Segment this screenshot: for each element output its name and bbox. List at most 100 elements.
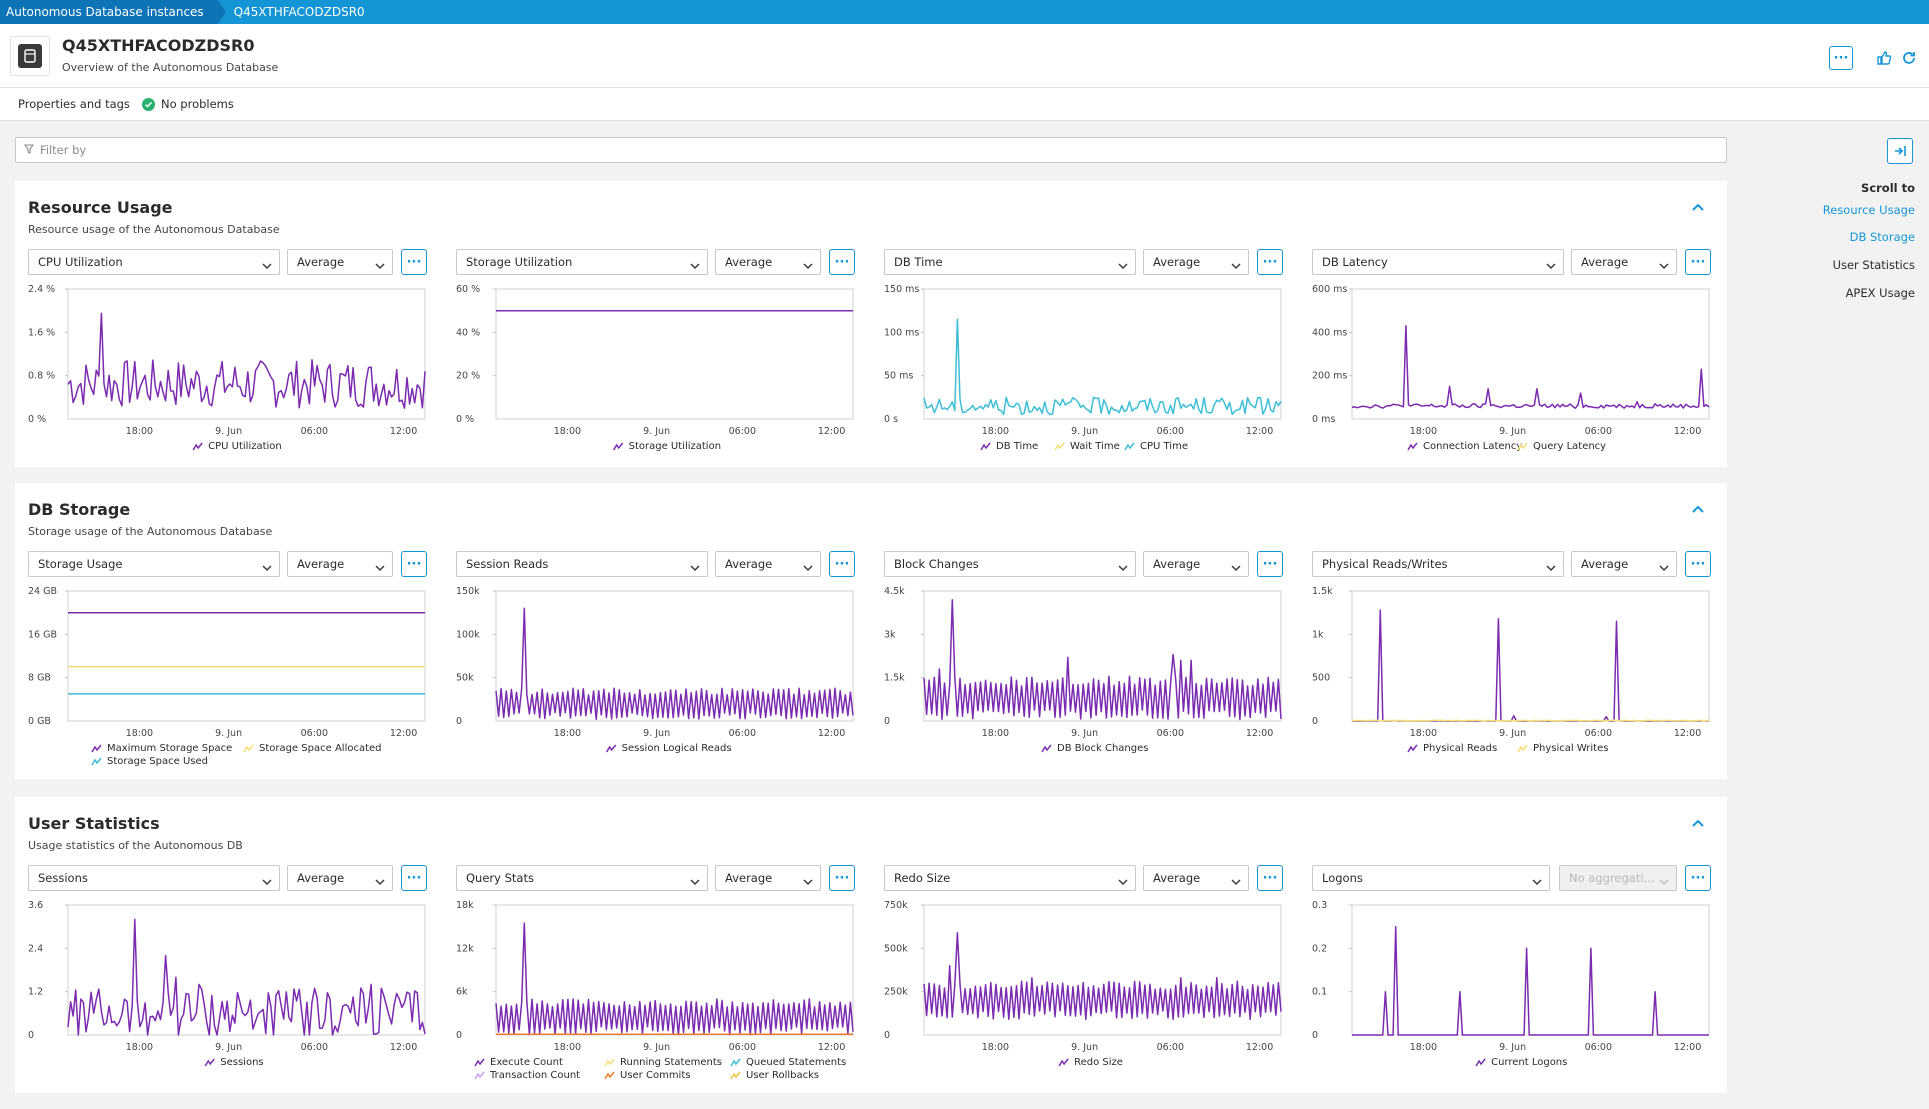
metric-select-value: Redo Size (894, 871, 951, 885)
metric-select[interactable]: Redo Size (884, 865, 1136, 891)
legend-item[interactable]: User Rollbacks (730, 1070, 819, 1081)
aggregation-select[interactable]: Average (287, 551, 393, 577)
metric-select[interactable]: Query Stats (456, 865, 708, 891)
legend-item[interactable]: Execute Count (474, 1057, 563, 1068)
breadcrumb-item-instances[interactable]: Autonomous Database instances (0, 0, 226, 24)
scroll-to-link-apex-usage[interactable]: APEX Usage (1845, 286, 1915, 300)
legend-item[interactable]: Query Latency (1517, 441, 1606, 452)
breadcrumb-item-current[interactable]: Q45XTHFACODZDSR0 (233, 5, 365, 19)
legend-item[interactable]: User Commits (604, 1070, 690, 1081)
scroll-to-link-resource-usage[interactable]: Resource Usage (1822, 203, 1915, 217)
refresh-icon[interactable] (1899, 48, 1919, 68)
x-tick-label: 12:00 (818, 426, 845, 437)
metric-select[interactable]: Block Changes (884, 551, 1136, 577)
tile-more-button[interactable]: ··· (1257, 249, 1283, 275)
y-tick-label: 0 (456, 716, 462, 727)
metric-select[interactable]: Logons (1312, 865, 1550, 891)
tile-more-button[interactable]: ··· (1685, 249, 1711, 275)
aggregation-select[interactable]: Average (287, 249, 393, 275)
aggregation-select[interactable]: Average (715, 249, 821, 275)
tile-more-button[interactable]: ··· (829, 249, 855, 275)
legend-item[interactable]: Storage Space Used (91, 756, 208, 767)
x-tick-label: 9. Jun (215, 728, 242, 739)
legend-item[interactable]: Session Logical Reads (605, 743, 732, 754)
chart-physical-reads-writes[interactable]: 1.5k 1k 500 0 18:00 9. Jun 06:00 12:00 (1312, 585, 1712, 741)
collapse-chevron-icon[interactable] (1691, 815, 1705, 829)
plot-frame (1351, 288, 1710, 420)
chart-db-time[interactable]: 150 ms 100 ms 50 ms 0 s 18:00 9. Jun 06:00 12:0… (884, 283, 1284, 439)
legend-item[interactable]: Storage Utilization (612, 441, 721, 452)
more-options-button[interactable]: ··· (1829, 46, 1853, 70)
scroll-to-link-user-statistics[interactable]: User Statistics (1832, 258, 1915, 272)
legend-item[interactable]: CPU Utilization (192, 441, 282, 452)
tile-more-button[interactable]: ··· (401, 249, 427, 275)
collapse-panel-button[interactable] (1887, 138, 1913, 164)
legend-item[interactable]: Redo Size (1058, 1057, 1123, 1068)
chart-block-changes[interactable]: 4.5k 3k 1.5k 0 18:00 9. Jun 06:00 12:00 (884, 585, 1284, 741)
legend-item[interactable]: Storage Space Allocated (243, 743, 382, 754)
aggregation-select[interactable]: Average (287, 865, 393, 891)
aggregation-select[interactable]: Average (715, 865, 821, 891)
aggregation-select[interactable]: Average (1571, 551, 1677, 577)
thumbs-up-icon[interactable] (1874, 48, 1894, 68)
problems-status[interactable]: No problems (142, 97, 234, 111)
tile-more-button[interactable]: ··· (829, 551, 855, 577)
chart-storage-usage[interactable]: 24 GB 16 GB 8 GB 0 GB 18:00 9. Jun 06:00 12:00 (28, 585, 428, 741)
metric-select[interactable]: Storage Utilization (456, 249, 708, 275)
legend-item[interactable]: CPU Time (1124, 441, 1188, 452)
aggregation-select[interactable]: Average (1143, 865, 1249, 891)
chart-tile: Block Changes Average ··· 4.5k 3k 1.5k 0 18:00 9… (884, 551, 1284, 754)
metric-select[interactable]: Sessions (28, 865, 280, 891)
x-tick-label: 18:00 (1410, 426, 1437, 437)
chart-redo-size[interactable]: 750k 500k 250k 0 18:00 9. Jun 06:00 12:00 (884, 899, 1284, 1055)
scroll-to-link-db-storage[interactable]: DB Storage (1849, 230, 1915, 244)
legend-item[interactable]: Transaction Count (474, 1070, 580, 1081)
x-tick-label: 9. Jun (215, 1042, 242, 1053)
tile-more-button[interactable]: ··· (1685, 551, 1711, 577)
metric-select[interactable]: Storage Usage (28, 551, 280, 577)
aggregation-select[interactable]: Average (1143, 249, 1249, 275)
tile-more-button[interactable]: ··· (1685, 865, 1711, 891)
chart-query-stats[interactable]: 18k 12k 6k 0 18:00 9. Jun 06:00 12:00 (456, 899, 856, 1055)
chart-cpu-utilization[interactable]: 2.4 % 1.6 % 0.8 % 0 % 18:00 9. Jun 06:00 12:00 (28, 283, 428, 439)
aggregation-select-value: Average (1153, 255, 1201, 269)
tile-more-button[interactable]: ··· (1257, 865, 1283, 891)
chevron-down-icon (1118, 259, 1128, 270)
legend-item[interactable]: Physical Reads (1407, 743, 1497, 754)
chart-sessions[interactable]: 3.6 2.4 1.2 0 18:00 9. Jun 06:00 12:00 (28, 899, 428, 1055)
aggregation-select[interactable]: Average (1571, 249, 1677, 275)
tile-more-button[interactable]: ··· (401, 865, 427, 891)
metric-select[interactable]: CPU Utilization (28, 249, 280, 275)
tile-more-button[interactable]: ··· (829, 865, 855, 891)
chart-db-latency[interactable]: 600 ms 400 ms 200 ms 0 ms 18:00 9. Jun 06:00 12… (1312, 283, 1712, 439)
collapse-chevron-icon[interactable] (1691, 501, 1705, 515)
legend-item[interactable]: Physical Writes (1517, 743, 1608, 754)
filter-input[interactable]: Filter by (15, 137, 1727, 163)
chevron-down-icon (1231, 561, 1241, 572)
legend-item[interactable]: Current Logons (1475, 1057, 1567, 1068)
aggregation-select-value: Average (297, 871, 345, 885)
aggregation-select[interactable]: Average (715, 551, 821, 577)
legend-item[interactable]: Queued Statements (730, 1057, 846, 1068)
collapse-chevron-icon[interactable] (1691, 199, 1705, 213)
legend-label: Current Logons (1491, 1057, 1568, 1068)
metric-select[interactable]: DB Time (884, 249, 1136, 275)
properties-and-tags-link[interactable]: Properties and tags (18, 97, 130, 111)
legend-item[interactable]: Sessions (204, 1057, 264, 1068)
legend-item[interactable]: Maximum Storage Space (91, 743, 232, 754)
chart-session-reads[interactable]: 150k 100k 50k 0 18:00 9. Jun 06:00 12:00 (456, 585, 856, 741)
legend-item[interactable]: Running Statements (604, 1057, 722, 1068)
legend-item[interactable]: DB Block Changes (1041, 743, 1148, 754)
legend-item[interactable]: Wait Time (1054, 441, 1120, 452)
chart-storage-utilization[interactable]: 60 % 40 % 20 % 0 % 18:00 9. Jun 06:00 12:00 (456, 283, 856, 439)
x-tick-label: 12:00 (1674, 728, 1701, 739)
tile-more-button[interactable]: ··· (401, 551, 427, 577)
metric-select[interactable]: DB Latency (1312, 249, 1564, 275)
metric-select[interactable]: Session Reads (456, 551, 708, 577)
aggregation-select[interactable]: Average (1143, 551, 1249, 577)
legend-item[interactable]: Connection Latency (1407, 441, 1522, 452)
chart-logons[interactable]: 0.3 0.2 0.1 0 18:00 9. Jun 06:00 12:00 (1312, 899, 1712, 1055)
tile-more-button[interactable]: ··· (1257, 551, 1283, 577)
legend-item[interactable]: DB Time (980, 441, 1038, 452)
metric-select[interactable]: Physical Reads/Writes (1312, 551, 1564, 577)
